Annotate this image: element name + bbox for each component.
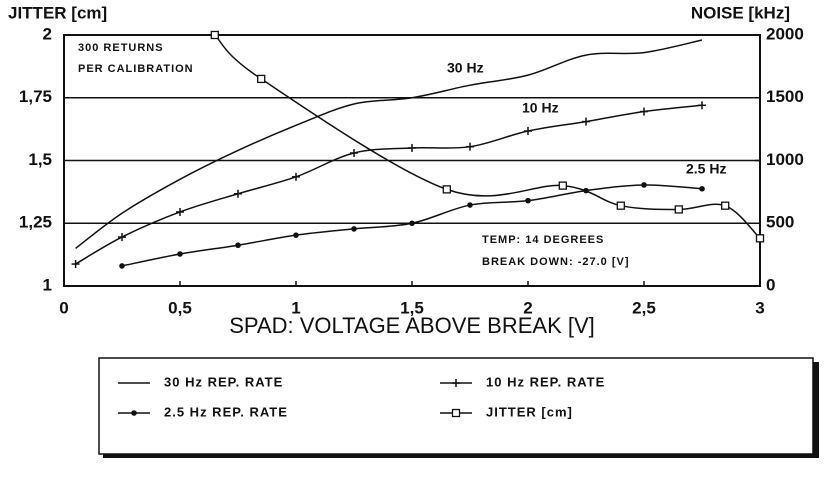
- dot-marker: [131, 410, 137, 416]
- plus-marker: [176, 207, 184, 216]
- y-tick-label: 1: [43, 275, 52, 294]
- dot-marker: [351, 226, 357, 232]
- x-tick-label: 3: [755, 298, 764, 317]
- plus-marker: [698, 101, 706, 110]
- dot-marker: [641, 182, 647, 188]
- y2-tick-label: 1500: [766, 87, 804, 106]
- x-tick-label: 0,5: [168, 298, 192, 317]
- legend-shadow: [103, 454, 819, 458]
- x-tick-label: 2,5: [632, 298, 656, 317]
- square-marker: [674, 205, 683, 214]
- x-axis-label: SPAD: VOLTAGE ABOVE BREAK [V]: [229, 313, 595, 338]
- y-tick-label: 1,25: [19, 213, 52, 232]
- plus-marker: [234, 189, 242, 198]
- plus-marker: [408, 143, 416, 152]
- legend-label: 30 Hz REP. RATE: [164, 374, 283, 389]
- y-tick-label: 1,5: [28, 150, 52, 169]
- y-tick-label: 2: [43, 24, 52, 43]
- dot-marker: [467, 202, 473, 208]
- square-marker: [442, 185, 451, 194]
- x-tick-label: 0: [59, 298, 68, 317]
- y2-axis-label: NOISE [kHz]: [691, 3, 790, 22]
- y-tick-label: 1,75: [19, 87, 52, 106]
- square-marker: [451, 408, 461, 418]
- x-tick-label: 2: [523, 298, 532, 317]
- y2-tick-label: 500: [766, 213, 794, 232]
- annotation: 10 Hz: [522, 100, 559, 116]
- annotation: 300 RETURNS: [78, 42, 164, 54]
- y2-tick-label: 2000: [766, 24, 804, 43]
- y2-tick-label: 0: [766, 275, 775, 294]
- annotation: TEMP: 14 DEGREES: [482, 234, 604, 246]
- plus-marker: [466, 142, 474, 151]
- plus-marker: [524, 127, 532, 136]
- x-tick-label: 1: [291, 298, 300, 317]
- square-marker: [210, 30, 219, 40]
- plus-marker: [71, 260, 80, 269]
- legend-label: JITTER [cm]: [486, 404, 573, 419]
- dot-marker: [409, 220, 415, 227]
- series-line: [75, 39, 703, 249]
- square-marker: [257, 74, 266, 84]
- square-marker: [721, 201, 730, 210]
- plus-marker: [118, 233, 126, 242]
- legend-shadow: [813, 362, 819, 458]
- y-axis-label: JITTER [cm]: [8, 3, 107, 22]
- dot-marker: [119, 263, 125, 269]
- legend-label: 2.5 Hz REP. RATE: [164, 404, 288, 419]
- annotation: PER CALIBRATION: [78, 63, 194, 75]
- dot-marker: [293, 232, 299, 238]
- annotation: BREAK DOWN: -27.0 [V]: [482, 256, 630, 268]
- square-marker: [616, 201, 625, 210]
- x-tick-label: 1,5: [400, 298, 424, 317]
- dot-marker: [699, 185, 705, 192]
- annotation: 2.5 Hz: [686, 161, 726, 177]
- plus-marker: [582, 117, 590, 126]
- dot-marker: [235, 242, 241, 249]
- dot-marker: [177, 251, 183, 257]
- plus-marker: [640, 107, 648, 116]
- square-marker: [558, 181, 567, 190]
- plus-marker: [452, 379, 460, 387]
- annotation: 30 Hz: [447, 60, 484, 76]
- plus-marker: [350, 148, 358, 157]
- plus-marker: [292, 172, 300, 181]
- dot-marker: [525, 197, 531, 204]
- legend-label: 10 Hz REP. RATE: [486, 374, 605, 389]
- series-line: [75, 104, 703, 265]
- y2-tick-label: 1000: [766, 150, 804, 169]
- square-marker: [755, 234, 765, 243]
